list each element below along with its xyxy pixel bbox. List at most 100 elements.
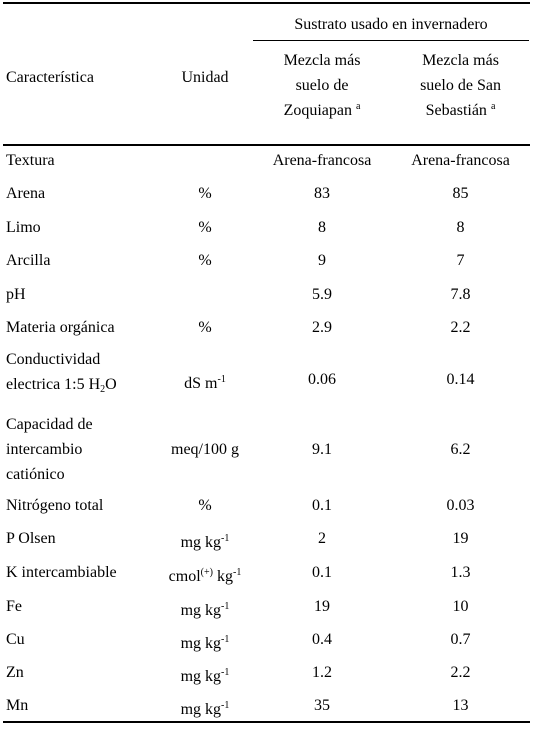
row-label: Capacidad de intercambio catiónico xyxy=(6,412,166,487)
text: Conductividad xyxy=(6,351,101,368)
text: 10 xyxy=(452,597,469,615)
table-cell: 1.3 xyxy=(392,560,529,585)
cell-line: suelo de San xyxy=(392,73,529,98)
text: 35 xyxy=(314,696,330,714)
text: 7 xyxy=(456,251,465,269)
text: Mn xyxy=(6,696,29,714)
cell-line: Conductividad xyxy=(6,347,166,372)
cell-line: mg kg-1 xyxy=(150,598,260,623)
table-cell: 19 xyxy=(252,594,392,619)
table-cell: % xyxy=(150,215,260,240)
cell-line: Zoquiapan a xyxy=(252,98,392,123)
table-cell: Arena-francosa xyxy=(392,148,529,173)
cell-line: 10 xyxy=(392,594,529,619)
cell-line: dS m-1 xyxy=(150,371,260,396)
cell-line: 0.14 xyxy=(392,367,529,392)
text: 2.2 xyxy=(450,663,471,681)
text: % xyxy=(198,251,212,269)
text: 7.8 xyxy=(450,285,471,303)
text: 5.9 xyxy=(312,285,332,303)
cell-line: 8 xyxy=(392,215,529,240)
cell-line: Fe xyxy=(6,594,166,619)
text: kg xyxy=(212,567,233,585)
text: 1.2 xyxy=(312,663,332,681)
cell-line: Arena-francosa xyxy=(252,148,392,173)
cell-line: mg kg-1 xyxy=(150,631,260,656)
table-cell: 7.8 xyxy=(392,282,529,307)
text: 83 xyxy=(314,184,330,202)
text: Sebastián xyxy=(425,101,491,119)
table-cell: cmol(+) kg-1 xyxy=(150,564,260,589)
text: Arcilla xyxy=(6,251,51,269)
text: % xyxy=(198,218,212,236)
cell-line: cmol(+) kg-1 xyxy=(150,564,260,589)
table-cell: 0.1 xyxy=(252,493,392,518)
row-label: Materia orgánica xyxy=(6,315,166,340)
cell-line: Mezcla más xyxy=(392,48,529,73)
table-cell: 83 xyxy=(252,181,392,206)
table-cell: mg kg-1 xyxy=(150,664,260,689)
text: Textura xyxy=(6,151,55,169)
superscript: -1 xyxy=(221,600,230,612)
text: electrica 1:5 H xyxy=(6,376,101,393)
text: catiónico xyxy=(6,465,65,483)
text: suelo de xyxy=(295,76,349,94)
text: Mezcla más xyxy=(422,51,499,69)
cell-line: 1.2 xyxy=(252,660,392,685)
table-cell: meq/100 g xyxy=(150,437,260,462)
table-cell: % xyxy=(150,493,260,518)
text: K intercambiable xyxy=(6,563,117,581)
cell-line: Capacidad de xyxy=(6,412,166,437)
bottom-rule xyxy=(3,721,530,723)
cell-line: Característica xyxy=(6,65,166,90)
cell-line: 19 xyxy=(252,594,392,619)
row-label: Arena xyxy=(6,181,166,206)
table-cell: dS m-1 xyxy=(150,371,260,396)
table-cell: 2 xyxy=(252,526,392,551)
subscript: 2 xyxy=(100,384,106,395)
cell-line: 13 xyxy=(392,693,529,718)
row-label: pH xyxy=(6,282,166,307)
table-cell: mg kg-1 xyxy=(150,631,260,656)
superscript: -1 xyxy=(221,666,230,678)
superscript: -1 xyxy=(217,373,226,385)
text: Mezcla más xyxy=(283,51,361,69)
top-rule xyxy=(3,2,530,4)
text: Arena-francosa xyxy=(272,151,372,169)
text: 0.14 xyxy=(446,370,475,388)
cell-line: % xyxy=(150,493,260,518)
text: 6.2 xyxy=(450,440,471,458)
cell-line: pH xyxy=(6,282,166,307)
table-cell: 0.03 xyxy=(392,493,529,518)
text: 19 xyxy=(452,529,469,547)
cell-line: meq/100 g xyxy=(150,437,260,462)
superscript: (+) xyxy=(200,566,213,578)
cell-line: 9 xyxy=(252,248,392,273)
text: cmol xyxy=(168,567,201,585)
cell-line: 0.4 xyxy=(252,627,392,652)
cell-line: Arcilla xyxy=(6,248,166,273)
row-label: Fe xyxy=(6,594,166,619)
text: P Olsen xyxy=(6,529,56,547)
text: 0.1 xyxy=(312,563,332,581)
cell-line: catiónico xyxy=(6,462,166,487)
cell-line: 0.06 xyxy=(252,367,392,392)
table-cell: 9.1 xyxy=(252,437,392,462)
column-header: Mezcla más suelo de San Sebastián a xyxy=(392,48,529,123)
column-header: Mezcla más suelo de Zoquiapan a xyxy=(252,48,392,123)
cell-line: Materia orgánica xyxy=(6,315,166,340)
table-cell: 8 xyxy=(252,215,392,240)
text: Cu xyxy=(6,630,25,648)
row-label: Arcilla xyxy=(6,248,166,273)
text: 0.4 xyxy=(312,630,332,648)
table-cell: 9 xyxy=(252,248,392,273)
text: 1.3 xyxy=(450,563,471,581)
table-cell: % xyxy=(150,181,260,206)
table-cell: 10 xyxy=(392,594,529,619)
cell-line: 0.1 xyxy=(252,560,392,585)
text: 2 xyxy=(318,529,326,547)
text: mg kg xyxy=(180,700,222,718)
table-cell: 0.4 xyxy=(252,627,392,652)
cell-line: % xyxy=(150,315,260,340)
cell-line: % xyxy=(150,215,260,240)
